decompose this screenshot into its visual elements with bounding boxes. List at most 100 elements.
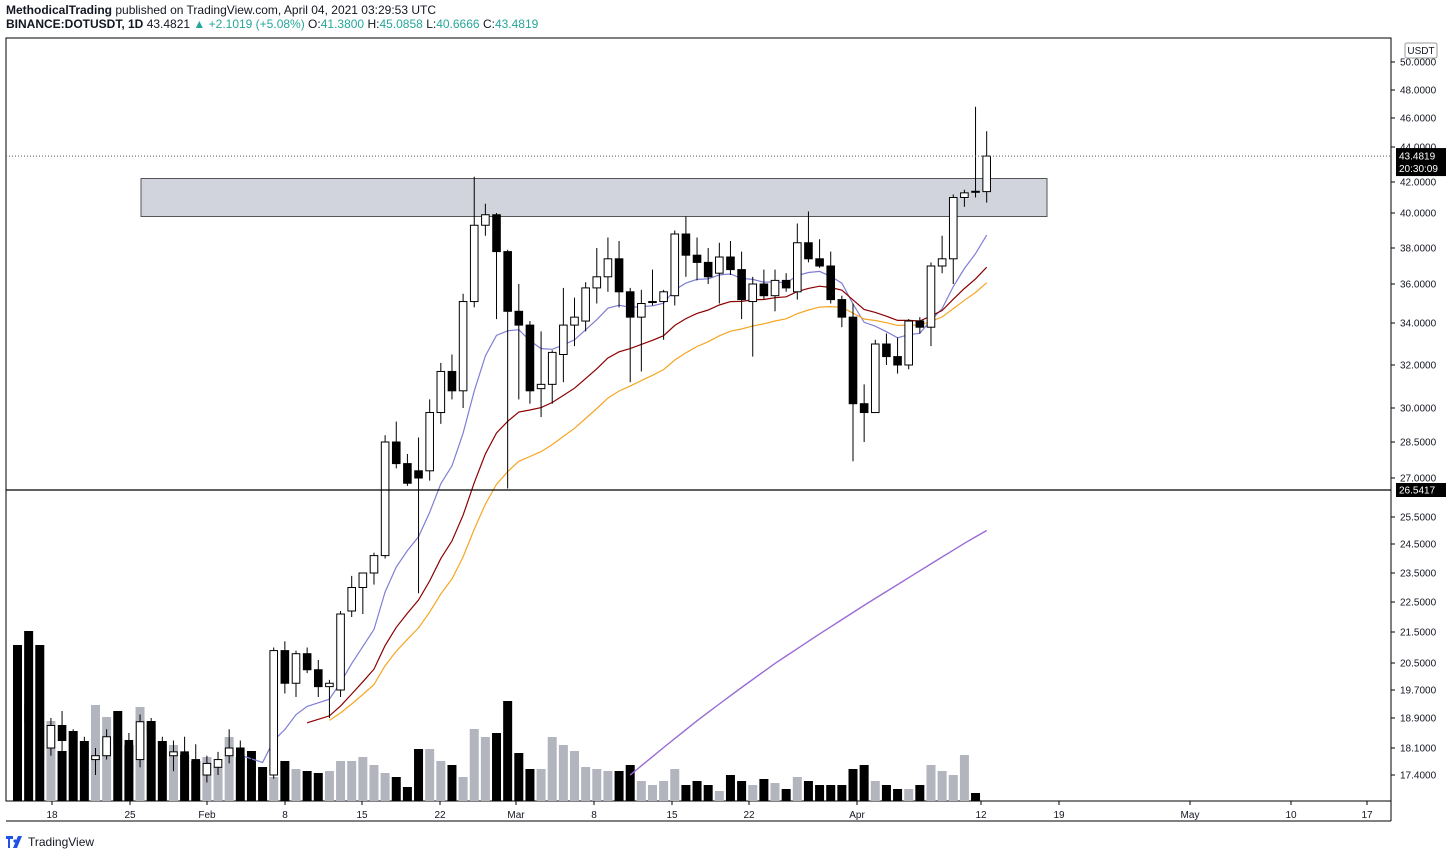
candle-body[interactable]: [403, 463, 412, 484]
candle-body[interactable]: [124, 740, 134, 772]
candle-body[interactable]: [369, 555, 379, 574]
candle-body[interactable]: [882, 343, 891, 358]
candle-body[interactable]: [380, 441, 390, 557]
candle-body[interactable]: [481, 214, 490, 226]
candle-body[interactable]: [313, 669, 323, 688]
candle-body[interactable]: [648, 301, 657, 304]
candle-body[interactable]: [659, 291, 668, 303]
candle-body[interactable]: [737, 269, 746, 301]
candle-body[interactable]: [703, 261, 713, 278]
candle-body[interactable]: [146, 725, 156, 734]
candle-body[interactable]: [57, 725, 67, 741]
candle-body[interactable]: [570, 316, 579, 326]
candle-body[interactable]: [247, 762, 256, 776]
candle-body[interactable]: [870, 343, 880, 414]
volume-bar: [670, 769, 680, 801]
candle-body[interactable]: [325, 682, 334, 688]
candle-body[interactable]: [13, 686, 22, 715]
candle-body[interactable]: [213, 759, 223, 768]
candle-body[interactable]: [614, 258, 624, 293]
candle-body[interactable]: [804, 242, 813, 260]
footer: TradingView: [6, 835, 94, 849]
candle-body[interactable]: [670, 233, 680, 297]
candle-body[interactable]: [91, 755, 100, 761]
candle-body[interactable]: [525, 324, 535, 392]
candle-body[interactable]: [692, 254, 702, 263]
candle-body[interactable]: [102, 736, 111, 757]
candle-body[interactable]: [759, 283, 769, 297]
candle-body[interactable]: [80, 747, 89, 761]
candle-body[interactable]: [770, 279, 780, 297]
candle-body[interactable]: [469, 224, 479, 303]
candle-body[interactable]: [280, 650, 290, 684]
candle-body[interactable]: [191, 759, 201, 772]
candle-body[interactable]: [837, 299, 847, 318]
candle-body[interactable]: [781, 279, 791, 289]
candle-body[interactable]: [391, 441, 401, 465]
candle-body[interactable]: [436, 370, 446, 414]
candle-body[interactable]: [625, 291, 635, 318]
candle-body[interactable]: [35, 721, 45, 761]
candle-body[interactable]: [202, 762, 212, 776]
candle-body[interactable]: [559, 324, 568, 356]
candle-body[interactable]: [815, 258, 824, 267]
candle-body[interactable]: [915, 320, 925, 328]
x-tick-label: 8: [591, 810, 597, 821]
candle-body[interactable]: [347, 587, 356, 612]
candle-body[interactable]: [603, 258, 613, 278]
volume-bar: [391, 777, 401, 801]
candle-body[interactable]: [748, 283, 758, 303]
currency-badge[interactable]: [1404, 42, 1438, 59]
candle-body[interactable]: [904, 320, 914, 366]
candle-body[interactable]: [960, 192, 969, 199]
candle-body[interactable]: [893, 356, 902, 366]
candle-body[interactable]: [158, 743, 167, 757]
candle-body[interactable]: [726, 256, 735, 271]
candle-body[interactable]: [926, 265, 936, 328]
ema-long-term-line: [629, 529, 988, 776]
candle-body[interactable]: [24, 703, 33, 723]
candle-body[interactable]: [169, 751, 178, 757]
candle-body[interactable]: [236, 747, 245, 764]
candle-body[interactable]: [269, 650, 279, 776]
candle-body[interactable]: [937, 258, 947, 267]
candle-body[interactable]: [859, 403, 869, 414]
candle-body[interactable]: [715, 256, 724, 274]
candle-body[interactable]: [358, 572, 368, 588]
candle-body[interactable]: [135, 721, 145, 761]
candle-body[interactable]: [536, 383, 546, 390]
candle-body[interactable]: [592, 276, 602, 289]
candle-body[interactable]: [113, 736, 123, 745]
candle-body[interactable]: [180, 751, 189, 761]
candle-body[interactable]: [492, 214, 501, 253]
candle-body[interactable]: [514, 310, 524, 326]
candle-body[interactable]: [46, 725, 56, 749]
candle-body[interactable]: [224, 747, 234, 757]
candle-body[interactable]: [793, 242, 802, 293]
candle-body[interactable]: [581, 287, 590, 322]
candle-body[interactable]: [547, 351, 557, 385]
volume-bar: [614, 771, 624, 801]
candle-body[interactable]: [447, 370, 457, 392]
y-tick-label: 38.0000: [1400, 244, 1437, 255]
candle-body[interactable]: [258, 774, 267, 780]
candle-body[interactable]: [948, 197, 958, 260]
candle-body[interactable]: [414, 470, 423, 479]
candle-body[interactable]: [458, 301, 468, 392]
candle-body[interactable]: [68, 740, 78, 749]
candle-body[interactable]: [291, 653, 301, 684]
resistance-zone[interactable]: [140, 178, 1048, 217]
author-name[interactable]: MethodicalTrading: [6, 3, 113, 17]
candle-body[interactable]: [637, 303, 646, 318]
x-tick-label: Feb: [198, 810, 216, 821]
candle-body[interactable]: [336, 613, 345, 691]
candle-body[interactable]: [826, 265, 836, 301]
candle-body[interactable]: [971, 190, 980, 193]
candle-body[interactable]: [982, 155, 991, 193]
candle-body[interactable]: [681, 233, 691, 256]
candle-body[interactable]: [503, 251, 512, 312]
candle-body[interactable]: [302, 653, 312, 671]
candle-body[interactable]: [848, 316, 858, 405]
candle-body[interactable]: [425, 412, 434, 472]
